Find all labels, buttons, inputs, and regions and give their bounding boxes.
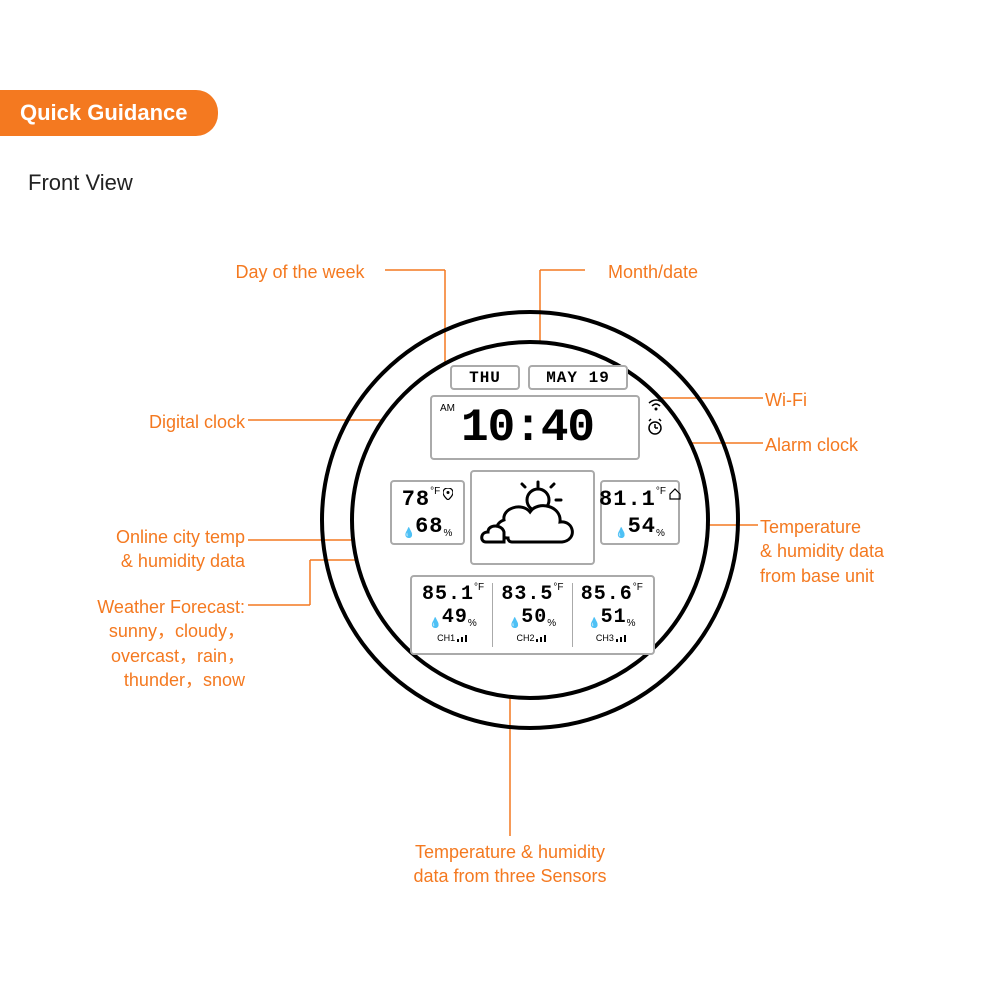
drop-icon: 💧 (403, 528, 415, 539)
val-time: 10:40 (461, 402, 594, 454)
box-date: MAY 19 (528, 365, 628, 390)
home-icon (669, 487, 681, 505)
unit-online-temp: °F (430, 487, 440, 497)
signal-icon (457, 629, 469, 647)
signal-icon (536, 629, 548, 647)
signal-icon (616, 629, 628, 647)
ch2-label: CH2 (516, 633, 534, 643)
ch3-temp: 85.6 (581, 583, 633, 606)
annot-wifi: Wi-Fi (765, 388, 807, 412)
annot-monthdate: Month/date (583, 260, 723, 284)
box-online: 78 °F 💧 68 % (390, 480, 465, 545)
val-online-hum: 68 (415, 514, 443, 539)
val-date: MAY 19 (546, 369, 610, 387)
section-badge: Quick Guidance (0, 90, 218, 136)
device: THU MAY 19 AM 10:40 78 °F (320, 310, 740, 730)
box-base: 81.1 °F 💧 54 % (600, 480, 680, 545)
ch1-label: CH1 (437, 633, 455, 643)
annot-clock: Digital clock (115, 410, 245, 434)
pin-icon (443, 487, 453, 505)
channel-2: 83.5°F 💧50% CH2 (493, 583, 571, 647)
annot-online: Online city temp & humidity data (70, 525, 245, 574)
ch1-hum: 49 (442, 606, 468, 629)
box-channels: 85.1°F 💧49% CH1 83.5°F 💧50% CH2 85.6°F 💧… (410, 575, 655, 655)
box-time: AM 10:40 (430, 395, 640, 460)
weather-icon (478, 478, 588, 558)
subtitle: Front View (28, 170, 133, 196)
annot-forecast: Weather Forecast: sunny，cloudy， overcast… (70, 595, 245, 692)
channel-3: 85.6°F 💧51% CH3 (573, 583, 651, 647)
unit-base-hum: % (656, 529, 665, 539)
box-day: THU (450, 365, 520, 390)
wifi-icon (648, 398, 664, 416)
ch2-hum: 50 (521, 606, 547, 629)
ch3-label: CH3 (596, 633, 614, 643)
val-ampm: AM (440, 403, 455, 414)
val-base-hum: 54 (628, 514, 656, 539)
annot-base: Temperature & humidity data from base un… (760, 515, 884, 588)
ch2-temp: 83.5 (501, 583, 553, 606)
annot-sensors: Temperature & humidity data from three S… (390, 840, 630, 889)
box-forecast (470, 470, 595, 565)
val-base-temp: 81.1 (599, 487, 656, 512)
val-online-temp: 78 (402, 487, 430, 512)
lcd-screen: THU MAY 19 AM 10:40 78 °F (370, 360, 690, 680)
drop-icon-2: 💧 (615, 528, 627, 539)
val-day: THU (469, 369, 501, 387)
annot-alarm: Alarm clock (765, 433, 858, 457)
unit-base-temp: °F (656, 487, 666, 497)
alarm-icon (646, 418, 664, 441)
annot-day: Day of the week (215, 260, 385, 284)
diagram-stage: Day of the week Month/date Wi-Fi Digital… (0, 240, 1000, 940)
ch3-hum: 51 (601, 606, 627, 629)
channel-1: 85.1°F 💧49% CH1 (414, 583, 492, 647)
ch1-temp: 85.1 (422, 583, 474, 606)
unit-online-hum: % (443, 529, 452, 539)
